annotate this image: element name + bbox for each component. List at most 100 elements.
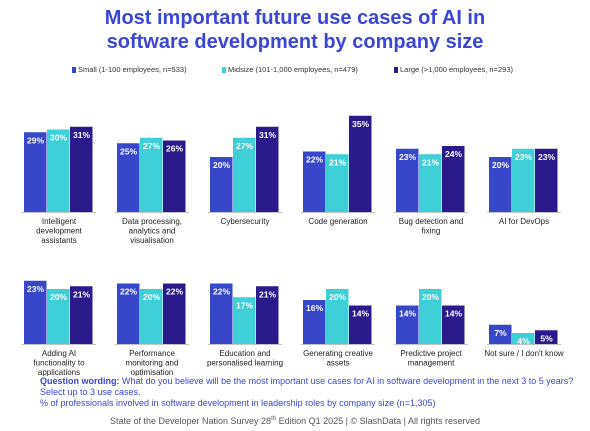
bar-10-2 [442, 305, 465, 344]
data-label-2-1: 27% [236, 141, 253, 151]
category-label-6-2: applications [38, 368, 80, 376]
bar-5-1 [512, 148, 535, 212]
data-label-10-0: 14% [399, 309, 416, 319]
data-label-10-2: 14% [445, 309, 462, 319]
bar-11-2 [535, 330, 558, 344]
bar-0-1 [47, 129, 70, 212]
data-label-4-1: 21% [422, 157, 439, 167]
data-label-11-0: 7% [494, 328, 507, 338]
data-label-1-2: 26% [166, 144, 183, 154]
bar-1-0 [117, 143, 140, 212]
footer-superscript: th [271, 416, 277, 422]
data-label-8-0: 22% [213, 287, 230, 297]
category-label-6-1: functionality to [33, 359, 85, 368]
legend-item-midsize: Midsize (101-1,000 employees, n=479) [222, 65, 358, 74]
data-label-9-1: 20% [329, 292, 346, 302]
category-label-7-1: monitoring and [126, 359, 179, 368]
bar-6-2 [70, 286, 93, 344]
legend-swatch-small [72, 67, 76, 74]
category-label-1-2: visualisation [130, 236, 174, 245]
data-label-3-1: 21% [329, 157, 346, 167]
category-label-6-0: Adding AI [42, 349, 76, 358]
category-label-3-0: Code generation [308, 217, 367, 226]
bar-10-0 [396, 305, 419, 344]
question-note: Question wording: What do you believe wi… [40, 376, 585, 409]
bar-chart: 29% 30% 31% Intelligentdevelopmentassistant… [22, 115, 564, 376]
data-label-6-0: 23% [27, 284, 44, 294]
category-label-9-1: assets [326, 359, 349, 368]
legend-label-midsize: Midsize (101-1,000 employees, n=479) [228, 65, 358, 74]
bar-6-1 [47, 289, 70, 344]
data-label-8-1: 17% [236, 300, 253, 310]
category-label-10-0: Predictive project [400, 349, 462, 358]
category-label-2-0: Cybersecurity [221, 217, 270, 226]
data-label-11-1: 4% [517, 336, 530, 346]
category-label-9-0: Generating creative [303, 349, 373, 358]
chart-title: Most important future use cases of AI in… [0, 6, 590, 54]
chart-title-line-1: Most important future use cases of AI in [104, 7, 486, 29]
bar-8-1 [233, 297, 256, 344]
bar-6-0 [24, 280, 47, 344]
bar-3-0 [303, 151, 326, 212]
data-label-5-2: 23% [538, 152, 555, 162]
data-label-7-2: 22% [166, 287, 183, 297]
data-label-7-0: 22% [120, 287, 137, 297]
bar-2-1 [233, 137, 256, 212]
bar-3-2 [349, 115, 372, 212]
category-label-0-1: development [36, 227, 83, 236]
sample-note: % of professionals involved in software … [40, 398, 436, 408]
data-label-9-0: 16% [306, 303, 323, 313]
legend: Small (1-100 employees, n=533) Midsize (… [0, 65, 590, 77]
data-label-10-1: 20% [422, 292, 439, 302]
data-label-7-1: 20% [143, 292, 160, 302]
category-label-1-0: Data processing, [122, 217, 182, 226]
bar-4-0 [396, 148, 419, 212]
bar-1-1 [140, 137, 163, 212]
bar-4-1 [419, 154, 442, 212]
bar-9-0 [303, 300, 326, 344]
question-text: What do you believe will be the most imp… [40, 376, 574, 397]
category-label-11-0: Not sure / I don't know [484, 349, 564, 358]
bar-2-2 [256, 126, 279, 212]
data-label-4-2: 24% [445, 149, 462, 159]
data-label-11-2: 5% [540, 333, 553, 343]
data-label-9-2: 14% [352, 309, 369, 319]
bar-11-0 [489, 324, 512, 344]
bar-4-2 [442, 146, 465, 212]
legend-label-small: Small (1-100 employees, n=533) [78, 65, 187, 74]
data-label-5-0: 20% [492, 160, 509, 170]
data-label-3-2: 35% [352, 119, 369, 129]
bar-0-0 [24, 132, 47, 212]
legend-swatch-large [394, 67, 398, 74]
category-label-8-1: personalised learning [207, 359, 283, 368]
bar-3-1 [326, 154, 349, 212]
bar-5-0 [489, 157, 512, 212]
bar-11-1 [512, 333, 535, 344]
category-label-0-2: assistants [41, 236, 77, 245]
data-label-3-0: 22% [306, 155, 323, 165]
chart-title-line-2: software development by company size [106, 31, 484, 53]
data-label-2-0: 20% [213, 160, 230, 170]
legend-item-large: Large (>1,000 employees, n=293) [394, 65, 513, 74]
data-label-8-2: 21% [259, 289, 276, 299]
data-label-1-1: 27% [143, 141, 160, 151]
bar-1-2 [163, 140, 186, 212]
data-label-4-0: 23% [399, 152, 416, 162]
data-label-1-0: 25% [120, 146, 137, 156]
bar-0-2 [70, 126, 93, 212]
data-label-6-1: 20% [50, 292, 67, 302]
category-label-10-1: management [408, 359, 455, 368]
legend-item-small: Small (1-100 employees, n=533) [72, 65, 187, 74]
footer: State of the Developer Nation Survey 28t… [0, 416, 590, 426]
bar-8-0 [210, 283, 233, 344]
data-label-2-2: 31% [259, 130, 276, 140]
bar-10-1 [419, 289, 442, 344]
footer-text-end: Edition Q1 2025 | © SlashData | All righ… [276, 416, 481, 426]
bar-7-0 [117, 283, 140, 344]
category-label-8-0: Education and [219, 349, 270, 358]
category-label-1-1: analytics and [129, 227, 176, 236]
data-label-0-1: 30% [50, 133, 67, 143]
bar-9-2 [349, 305, 372, 344]
category-label-4-1: fixing [422, 227, 441, 236]
legend-swatch-midsize [222, 67, 226, 74]
